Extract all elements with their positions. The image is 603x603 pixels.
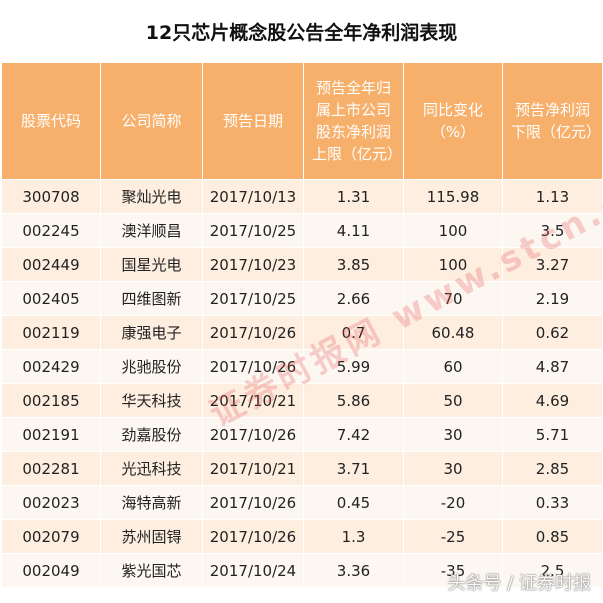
header-stock-code: 股票代码	[1, 62, 101, 180]
cell-yoy-change: 30	[403, 451, 503, 486]
table-row: 002405 四维图新 2017/10/25 2.66 70 2.19	[1, 281, 603, 316]
cell-company-name: 澳洋顺昌	[100, 213, 203, 248]
earnings-table: 股票代码 公司简称 预告日期 预告全年归属上市公司股东净利润上限（亿元） 同比变…	[1, 62, 603, 588]
cell-stock-code: 002245	[1, 213, 101, 248]
table-row: 002245 澳洋顺昌 2017/10/25 4.11 100 3.5	[1, 213, 603, 248]
cell-stock-code: 002429	[1, 349, 101, 384]
table-row: 002119 康强电子 2017/10/26 0.7 60.48 0.62	[1, 315, 603, 350]
cell-company-name: 劲嘉股份	[100, 417, 203, 452]
header-forecast-date: 预告日期	[202, 62, 304, 180]
cell-profit-upper: 4.11	[303, 213, 404, 248]
cell-company-name: 光迅科技	[100, 451, 203, 486]
header-profit-lower: 预告净利润下限（亿元）	[502, 62, 603, 180]
cell-yoy-change: 60.48	[403, 315, 503, 350]
cell-yoy-change: 30	[403, 417, 503, 452]
cell-forecast-date: 2017/10/26	[202, 417, 304, 452]
cell-forecast-date: 2017/10/23	[202, 247, 304, 282]
cell-profit-lower: 2.85	[502, 451, 603, 486]
cell-profit-upper: 5.99	[303, 349, 404, 384]
cell-profit-upper: 3.36	[303, 553, 404, 588]
cell-profit-lower: 3.27	[502, 247, 603, 282]
cell-profit-upper: 3.71	[303, 451, 404, 486]
cell-yoy-change: 70	[403, 281, 503, 316]
cell-company-name: 康强电子	[100, 315, 203, 350]
cell-stock-code: 002281	[1, 451, 101, 486]
cell-forecast-date: 2017/10/21	[202, 383, 304, 418]
cell-yoy-change: 115.98	[403, 179, 503, 214]
cell-profit-lower: 1.13	[502, 179, 603, 214]
cell-profit-upper: 7.42	[303, 417, 404, 452]
table-row: 002079 苏州固锝 2017/10/26 1.3 -25 0.85	[1, 519, 603, 554]
cell-company-name: 聚灿光电	[100, 179, 203, 214]
cell-stock-code: 300708	[1, 179, 101, 214]
cell-forecast-date: 2017/10/26	[202, 485, 304, 520]
header-yoy-change: 同比变化（%）	[403, 62, 503, 180]
cell-profit-lower: 4.69	[502, 383, 603, 418]
cell-company-name: 苏州固锝	[100, 519, 203, 554]
header-profit-upper: 预告全年归属上市公司股东净利润上限（亿元）	[303, 62, 404, 180]
table-row: 002449 国星光电 2017/10/23 3.85 100 3.27	[1, 247, 603, 282]
cell-yoy-change: -20	[403, 485, 503, 520]
cell-company-name: 海特高新	[100, 485, 203, 520]
cell-company-name: 国星光电	[100, 247, 203, 282]
cell-company-name: 兆驰股份	[100, 349, 203, 384]
cell-forecast-date: 2017/10/13	[202, 179, 304, 214]
cell-yoy-change: 100	[403, 213, 503, 248]
cell-profit-lower: 4.87	[502, 349, 603, 384]
cell-forecast-date: 2017/10/26	[202, 349, 304, 384]
cell-forecast-date: 2017/10/26	[202, 519, 304, 554]
cell-company-name: 四维图新	[100, 281, 203, 316]
table-row: 002049 紫光国芯 2017/10/24 3.36 -35 2.5	[1, 553, 603, 588]
cell-stock-code: 002119	[1, 315, 101, 350]
cell-stock-code: 002049	[1, 553, 101, 588]
header-company-name: 公司简称	[100, 62, 203, 180]
cell-forecast-date: 2017/10/24	[202, 553, 304, 588]
table-row: 002281 光迅科技 2017/10/21 3.71 30 2.85	[1, 451, 603, 486]
cell-yoy-change: 100	[403, 247, 503, 282]
cell-stock-code: 002191	[1, 417, 101, 452]
cell-stock-code: 002449	[1, 247, 101, 282]
cell-stock-code: 002185	[1, 383, 101, 418]
cell-profit-upper: 5.86	[303, 383, 404, 418]
cell-profit-lower: 3.5	[502, 213, 603, 248]
cell-forecast-date: 2017/10/25	[202, 213, 304, 248]
cell-forecast-date: 2017/10/21	[202, 451, 304, 486]
cell-yoy-change: 60	[403, 349, 503, 384]
table-row: 002185 华天科技 2017/10/21 5.86 50 4.69	[1, 383, 603, 418]
cell-profit-lower: 2.19	[502, 281, 603, 316]
cell-stock-code: 002023	[1, 485, 101, 520]
cell-yoy-change: -35	[403, 553, 503, 588]
cell-yoy-change: 50	[403, 383, 503, 418]
cell-stock-code: 002405	[1, 281, 101, 316]
cell-profit-upper: 2.66	[303, 281, 404, 316]
cell-forecast-date: 2017/10/26	[202, 315, 304, 350]
cell-company-name: 紫光国芯	[100, 553, 203, 588]
cell-profit-upper: 0.7	[303, 315, 404, 350]
cell-forecast-date: 2017/10/25	[202, 281, 304, 316]
page-title: 12只芯片概念股公告全年净利润表现	[145, 21, 458, 44]
table-header-row: 股票代码 公司简称 预告日期 预告全年归属上市公司股东净利润上限（亿元） 同比变…	[1, 62, 603, 180]
cell-profit-upper: 3.85	[303, 247, 404, 282]
cell-profit-upper: 0.45	[303, 485, 404, 520]
cell-company-name: 华天科技	[100, 383, 203, 418]
cell-profit-lower: 5.71	[502, 417, 603, 452]
cell-profit-upper: 1.31	[303, 179, 404, 214]
cell-profit-lower: 0.85	[502, 519, 603, 554]
cell-yoy-change: -25	[403, 519, 503, 554]
cell-profit-lower: 0.33	[502, 485, 603, 520]
cell-stock-code: 002079	[1, 519, 101, 554]
cell-profit-lower: 0.62	[502, 315, 603, 350]
table-row: 002023 海特高新 2017/10/26 0.45 -20 0.33	[1, 485, 603, 520]
cell-profit-upper: 1.3	[303, 519, 404, 554]
cell-profit-lower: 2.5	[502, 553, 603, 588]
table-row: 002429 兆驰股份 2017/10/26 5.99 60 4.87	[1, 349, 603, 384]
table-row: 002191 劲嘉股份 2017/10/26 7.42 30 5.71	[1, 417, 603, 452]
table-row: 300708 聚灿光电 2017/10/13 1.31 115.98 1.13	[1, 179, 603, 214]
